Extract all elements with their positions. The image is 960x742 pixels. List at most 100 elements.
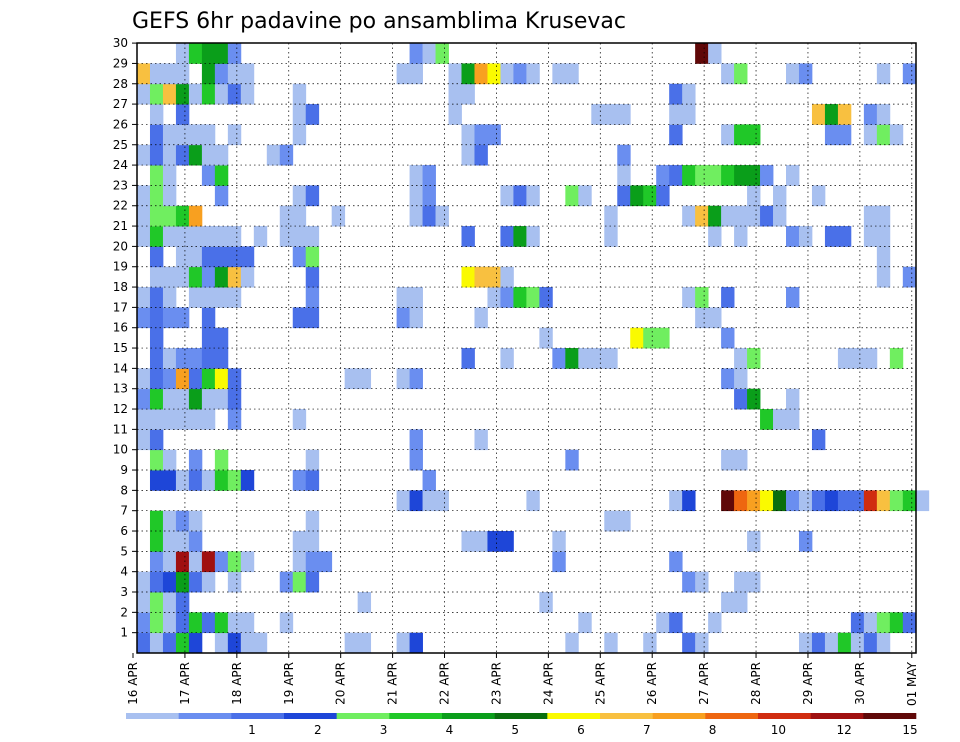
- heatmap-cell: [305, 449, 320, 471]
- heatmap-cell: [227, 612, 242, 634]
- x-tick-label: 23 APR: [489, 662, 503, 705]
- heatmap-cell: [305, 185, 320, 207]
- heatmap-cell: [915, 490, 930, 512]
- heatmap-cell: [824, 632, 839, 654]
- heatmap-cell: [214, 43, 229, 64]
- heatmap-cell: [734, 571, 748, 593]
- heatmap-cell: [811, 429, 826, 451]
- heatmap-cell: [604, 348, 618, 369]
- heatmap-cell: [162, 368, 177, 390]
- heatmap-cell: [201, 409, 216, 430]
- heatmap-cell: [863, 104, 878, 125]
- heatmap-cell: [149, 531, 164, 552]
- heatmap-cell: [292, 104, 307, 125]
- y-tick-label: 30: [113, 36, 128, 50]
- heatmap-cell: [188, 612, 203, 634]
- heatmap-cell: [201, 226, 216, 247]
- heatmap-cell: [409, 185, 423, 207]
- heatmap-cell: [604, 104, 618, 125]
- heatmap-cell: [630, 327, 644, 349]
- heatmap-cell: [175, 63, 190, 85]
- heatmap-cell: [292, 571, 307, 593]
- heatmap-cell: [487, 63, 501, 85]
- colorbar-label: 4: [446, 723, 454, 737]
- heatmap-cell: [526, 226, 540, 247]
- heatmap-cell: [811, 490, 826, 512]
- y-tick-label: 18: [113, 280, 128, 294]
- heatmap-cell: [214, 470, 229, 491]
- heatmap-cell: [747, 531, 761, 552]
- heatmap-cell: [188, 226, 203, 247]
- heatmap-cell: [292, 307, 307, 329]
- heatmap-cell: [175, 592, 190, 613]
- heatmap-cell: [863, 612, 878, 634]
- heatmap-cell: [734, 165, 748, 186]
- heatmap-cell: [331, 205, 346, 227]
- heatmap-cell: [188, 124, 203, 146]
- heatmap-cell: [786, 490, 800, 512]
- heatmap-cell: [682, 104, 696, 125]
- heatmap-cell: [162, 470, 177, 491]
- x-tick-label: 26 APR: [645, 662, 659, 705]
- heatmap-cell: [162, 63, 177, 85]
- heatmap-cell: [786, 226, 800, 247]
- heatmap-cell: [305, 226, 320, 247]
- heatmap-cell: [149, 104, 164, 125]
- heatmap-cell: [305, 307, 320, 329]
- colorbar-swatch: [494, 713, 548, 719]
- heatmap-cell: [747, 124, 761, 146]
- heatmap-cell: [149, 348, 164, 369]
- heatmap-cell: [188, 205, 203, 227]
- heatmap-cell: [824, 226, 839, 247]
- heatmap-cell: [695, 43, 709, 64]
- heatmap-cell: [500, 63, 514, 85]
- heatmap-cell: [188, 449, 203, 471]
- y-tick-label: 22: [113, 199, 128, 213]
- heatmap-cell: [149, 185, 164, 207]
- heatmap-cell: [734, 226, 748, 247]
- heatmap-cell: [876, 205, 891, 227]
- heatmap-cell: [461, 348, 475, 369]
- heatmap-cell: [162, 185, 177, 207]
- heatmap-cell: [565, 348, 579, 369]
- heatmap-cell: [201, 388, 216, 410]
- heatmap-cell: [695, 165, 709, 186]
- heatmap-cell: [188, 409, 203, 430]
- heatmap-cell: [305, 246, 320, 268]
- heatmap-cell: [227, 63, 242, 85]
- heatmap-cell: [539, 287, 553, 308]
- colorbar-label: 10: [771, 723, 786, 737]
- heatmap-cell: [682, 632, 696, 654]
- heatmap-cell: [409, 429, 423, 451]
- heatmap-cell: [811, 104, 826, 125]
- heatmap-cell: [253, 226, 268, 247]
- heatmap-cell: [734, 388, 748, 410]
- heatmap-cell: [188, 632, 203, 654]
- heatmap-cell: [721, 592, 735, 613]
- heatmap-cell: [773, 490, 787, 512]
- heatmap-cell: [279, 144, 294, 166]
- heatmap-cell: [396, 490, 410, 512]
- heatmap-cell: [292, 409, 307, 430]
- heatmap-cell: [240, 632, 255, 654]
- heatmap-cell: [747, 388, 761, 410]
- heatmap-cell: [539, 327, 553, 349]
- heatmap-cell: [604, 205, 618, 227]
- y-tick-label: 5: [120, 544, 128, 558]
- heatmap-cell: [889, 490, 904, 512]
- heatmap-cell: [149, 165, 164, 186]
- heatmap-cell: [565, 63, 579, 85]
- heatmap-cell: [656, 327, 670, 349]
- heatmap-cell: [461, 266, 475, 288]
- heatmap-cell: [876, 266, 891, 288]
- heatmap-cell: [227, 368, 242, 390]
- y-tick-label: 7: [120, 504, 128, 518]
- heatmap-cell: [305, 510, 320, 532]
- heatmap-cell: [617, 165, 631, 186]
- heatmap-cell: [669, 612, 683, 634]
- x-tick-label: 25 APR: [593, 662, 607, 705]
- heatmap-cell: [188, 368, 203, 390]
- heatmap-cell: [448, 104, 462, 125]
- heatmap-cell: [863, 348, 878, 369]
- heatmap-cell: [656, 612, 670, 634]
